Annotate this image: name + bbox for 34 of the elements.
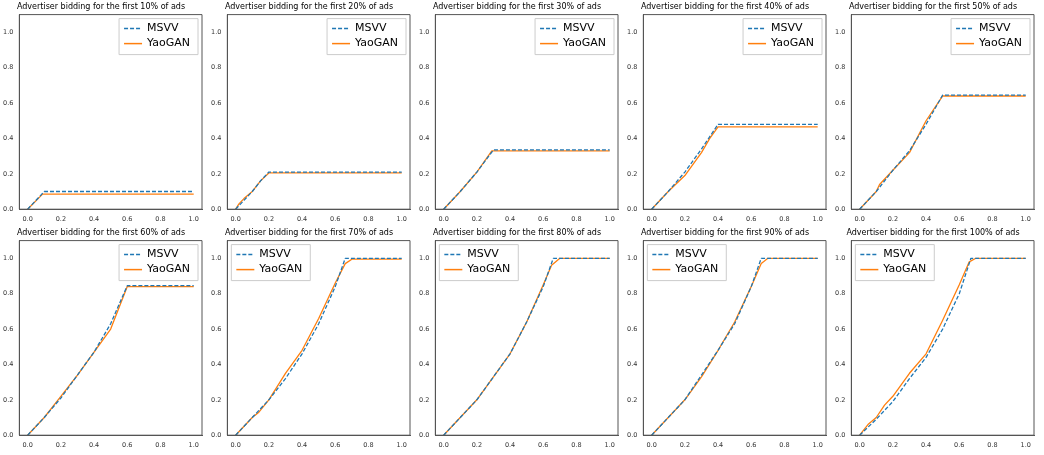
- legend-label: MSVV: [771, 21, 804, 35]
- legend-label: MSVV: [675, 247, 708, 261]
- legend-label: MSVV: [979, 21, 1012, 35]
- legend-label: MSVV: [355, 21, 388, 35]
- chart-title: Advertiser bidding for the first 70% of ads: [224, 227, 394, 237]
- legend-label: YaoGAN: [466, 262, 511, 276]
- chart-title: Advertiser bidding for the first 30% of ads: [432, 1, 602, 11]
- legend-label: MSVV: [467, 247, 500, 261]
- chart-title: Advertiser bidding for the first 20% of ads: [224, 1, 394, 11]
- chart-title: Advertiser bidding for the first 90% of ads: [640, 227, 810, 237]
- legend-label: YaoGAN: [978, 36, 1022, 50]
- chart-title: Advertiser bidding for the first 40% of ads: [640, 1, 810, 11]
- legend-label: YaoGAN: [354, 36, 398, 50]
- chart-title: Advertiser bidding for the first 80% of ads: [432, 227, 602, 237]
- line-series: [650, 257, 819, 436]
- legend-label: YaoGAN: [562, 36, 606, 50]
- chart-title: Advertiser bidding for the first 50% of ads: [848, 1, 1018, 11]
- legend-label: MSVV: [147, 21, 180, 35]
- legend-label: MSVV: [563, 21, 596, 35]
- line-series: [26, 285, 195, 436]
- legend-label: MSVV: [259, 247, 292, 261]
- line-series: [442, 257, 611, 436]
- legend-label: YaoGAN: [770, 36, 814, 50]
- legend-label: YaoGAN: [146, 36, 190, 50]
- chart-title: Advertiser bidding for the first 60% of ads: [16, 227, 186, 237]
- line-series: [858, 257, 1027, 436]
- legend-label: YaoGAN: [882, 262, 927, 276]
- legend-label: YaoGAN: [146, 262, 190, 276]
- chart-title: Advertiser bidding for the first 10% of ads: [16, 1, 186, 11]
- legend-label: MSVV: [147, 247, 180, 261]
- legend-label: YaoGAN: [258, 262, 303, 276]
- chart-title: Advertiser bidding for the first 100% of ads: [846, 227, 1020, 237]
- legend-label: YaoGAN: [674, 262, 719, 276]
- legend-label: MSVV: [883, 247, 916, 261]
